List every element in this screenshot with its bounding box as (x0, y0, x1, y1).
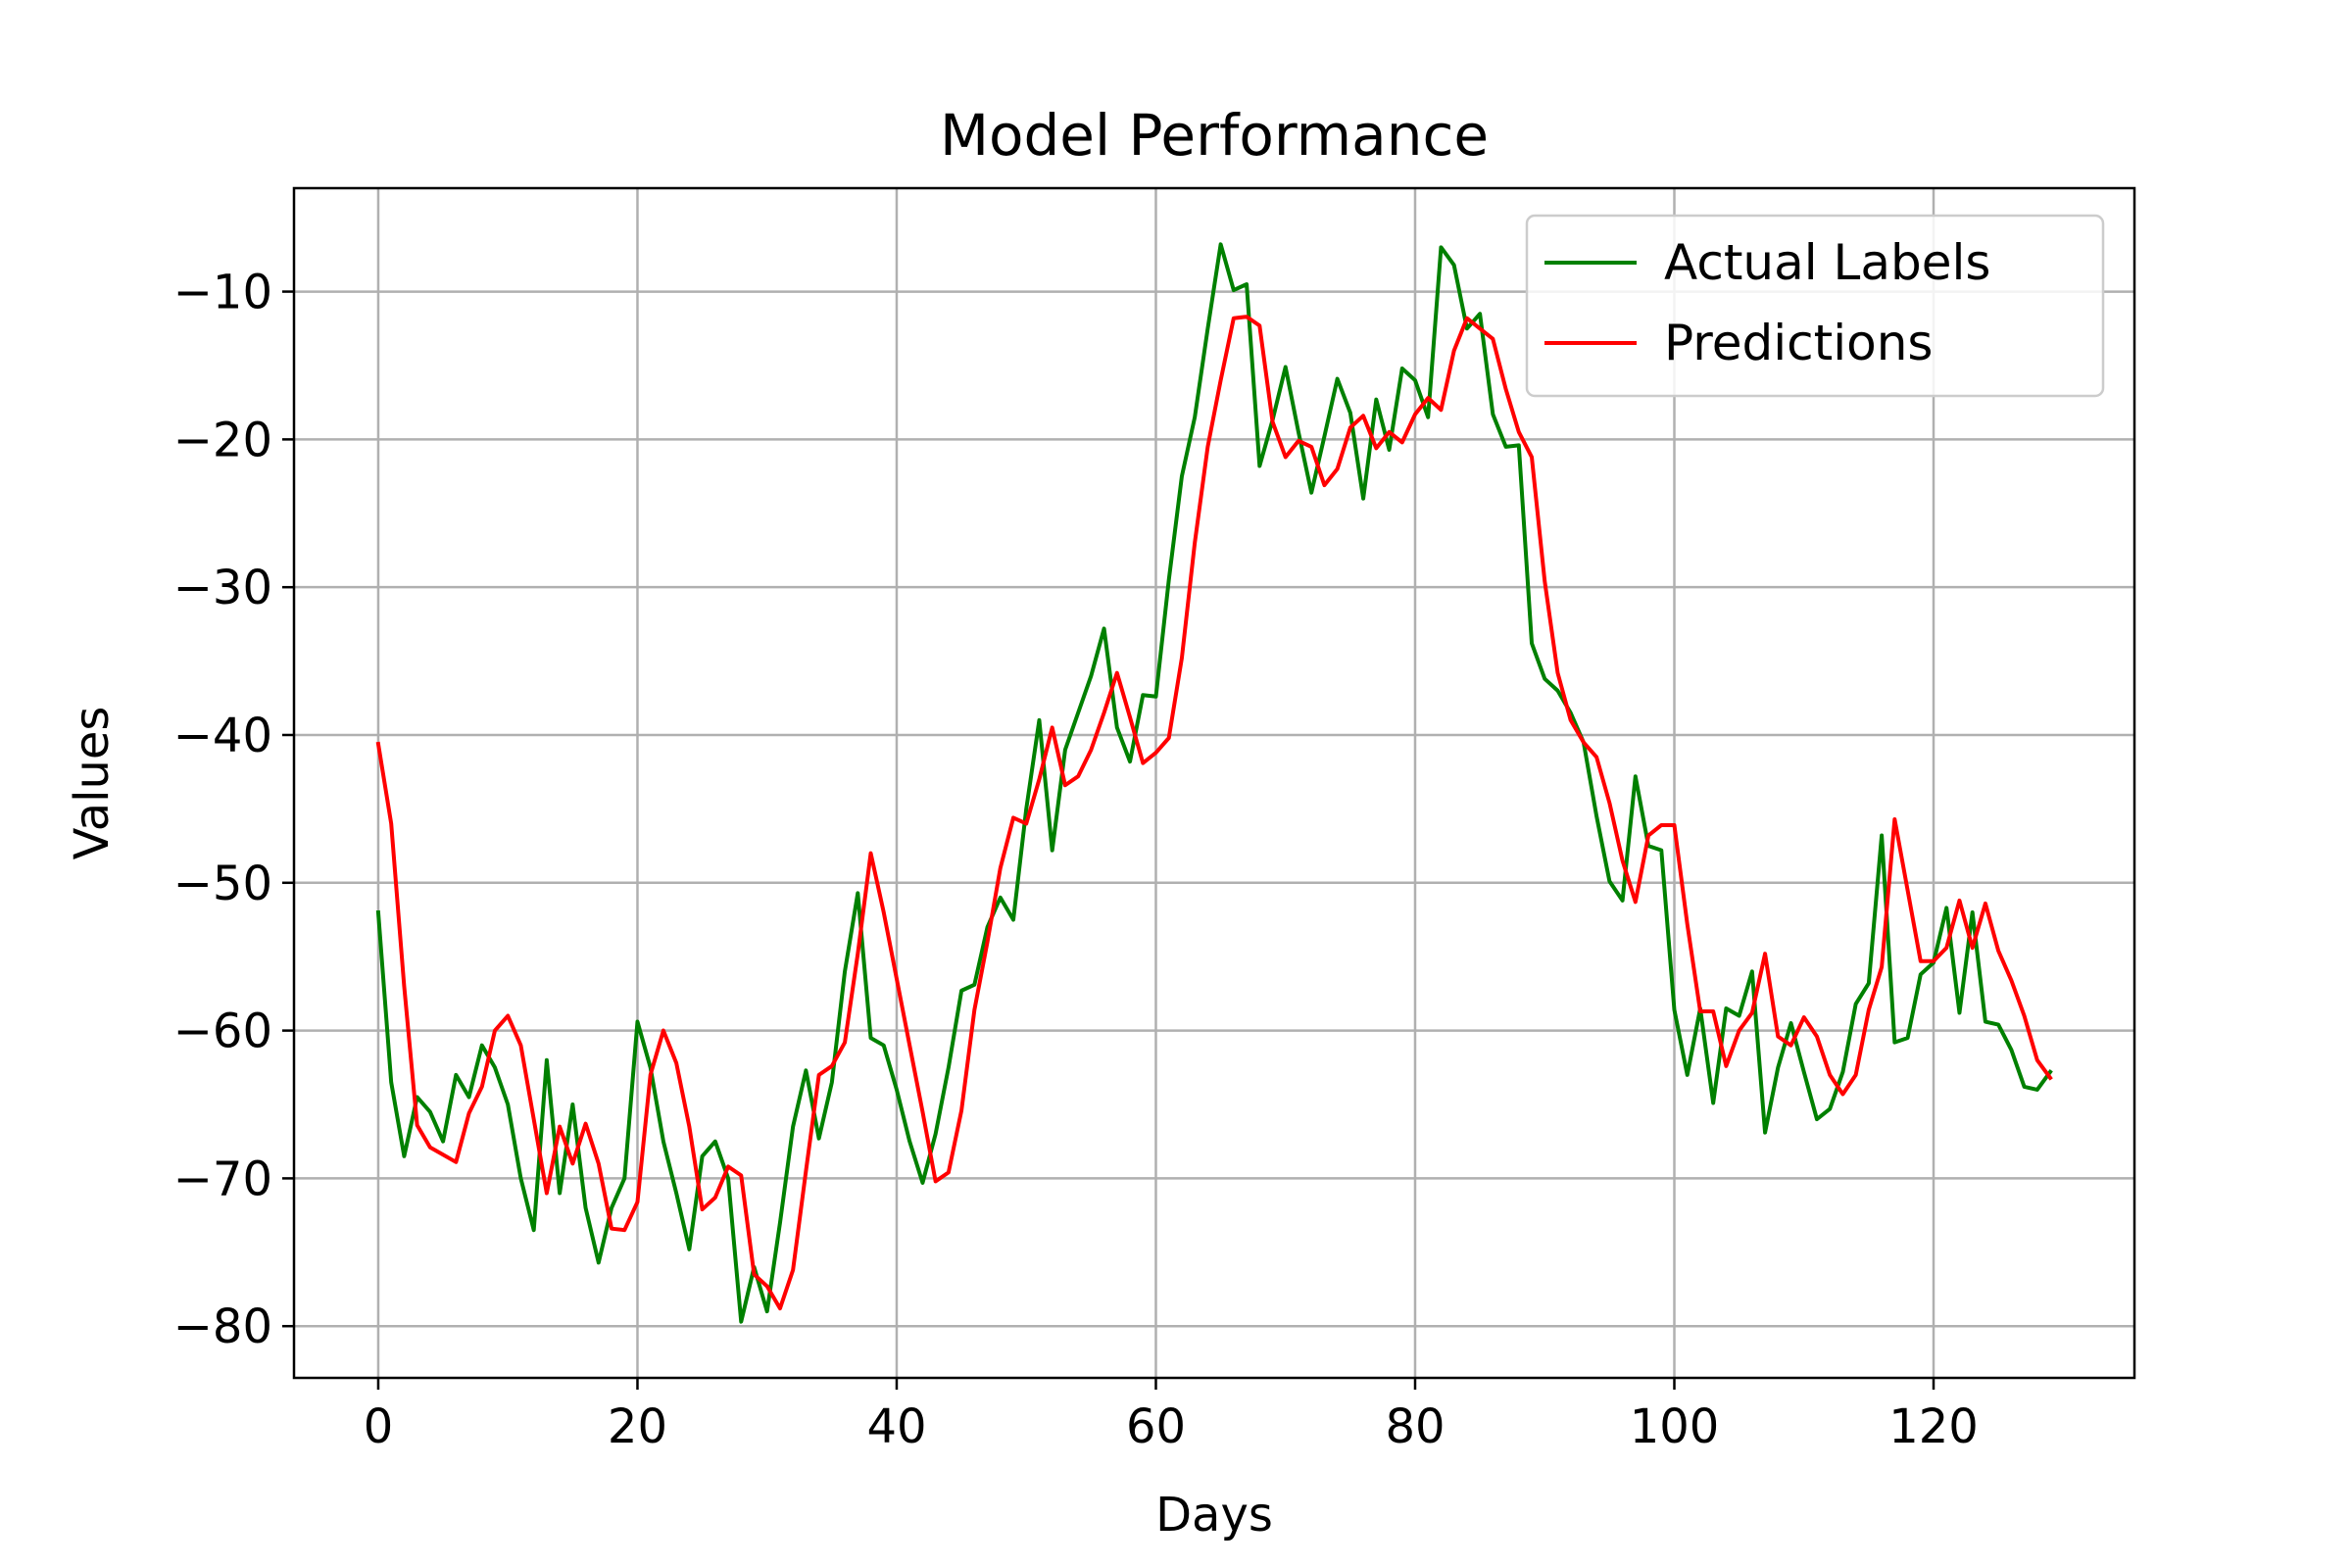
x-tick-label: 100 (1630, 1399, 1720, 1454)
y-tick-label: −60 (173, 1004, 272, 1059)
y-tick-label: −80 (173, 1299, 272, 1354)
x-tick-label: 0 (364, 1399, 394, 1454)
y-tick-label: −10 (173, 266, 272, 320)
x-tick-label: 20 (608, 1399, 667, 1454)
x-axis-label: Days (1155, 1488, 1273, 1543)
x-tick-label: 60 (1126, 1399, 1186, 1454)
y-tick-label: −30 (173, 561, 272, 615)
plot-frame (292, 186, 2136, 1380)
y-tick-label: −70 (173, 1152, 272, 1206)
series-group (375, 242, 2053, 1324)
axis-ticks: 0 20 40 60 80 100 120 −80 −70 −60 −50 −40 −30 −20 −10 (173, 266, 1979, 1454)
legend-label-1: Predictions (1664, 315, 1933, 371)
y-tick-label: −40 (173, 709, 272, 763)
y-axis-label: Values (65, 707, 120, 860)
series-line-0 (375, 242, 2053, 1324)
legend-box (1525, 214, 2105, 398)
series-line-1 (375, 315, 2053, 1311)
chart-title: Model Performance (940, 102, 1489, 169)
y-tick-label: −50 (173, 857, 272, 911)
x-tick-label: 80 (1385, 1399, 1445, 1454)
x-tick-label: 120 (1888, 1399, 1979, 1454)
y-tick-label: −20 (173, 413, 272, 467)
legend: Actual Labels Predictions (1525, 214, 2105, 398)
legend-label-0: Actual Labels (1664, 234, 1990, 291)
x-tick-label: 40 (866, 1399, 926, 1454)
